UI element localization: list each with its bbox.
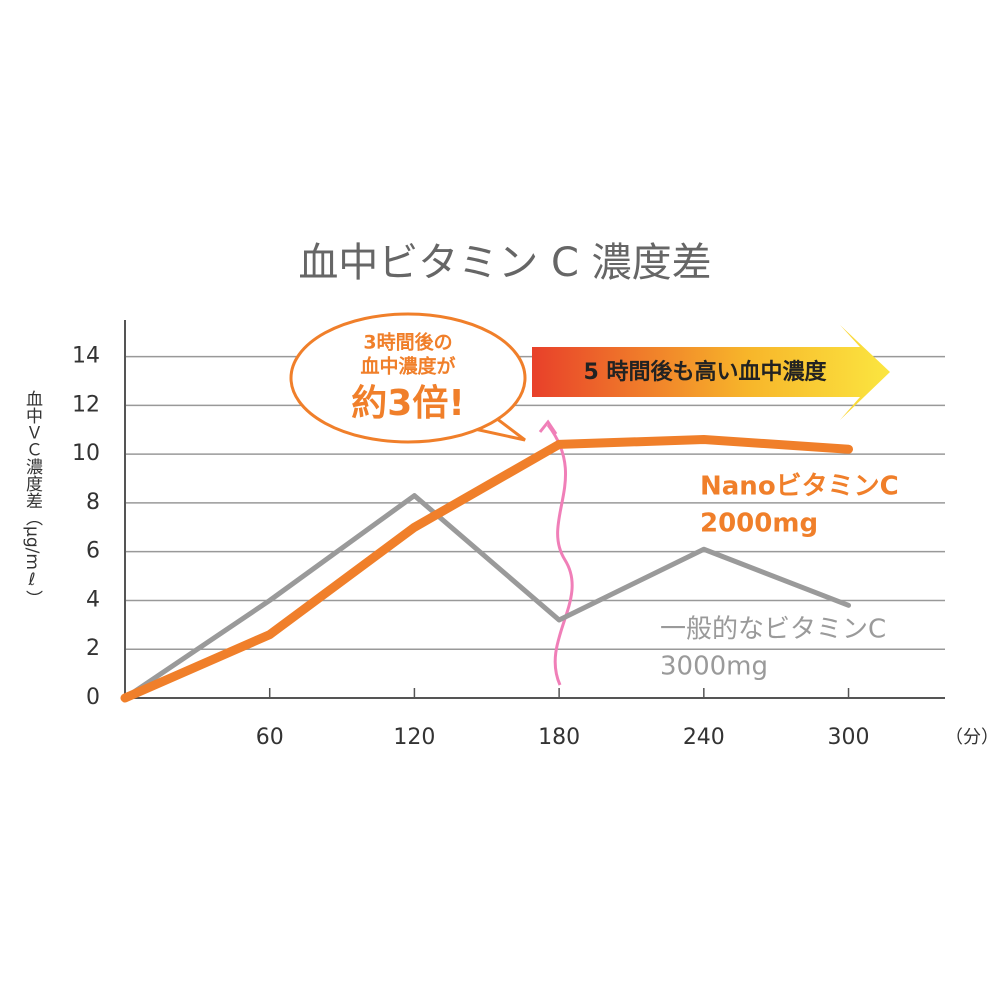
bubble-text: 3時間後の bbox=[363, 331, 452, 354]
bubble bbox=[289, 312, 527, 444]
y-tick-label: 8 bbox=[86, 490, 100, 515]
series-line bbox=[120, 434, 854, 703]
bubble-text: 血中濃度が bbox=[360, 355, 455, 378]
y-tick-label: 6 bbox=[86, 539, 100, 564]
y-tick-label: 14 bbox=[72, 344, 100, 369]
x-tick-label: 60 bbox=[256, 725, 284, 750]
x-tick-label: 120 bbox=[393, 725, 435, 750]
y-tick-label: 2 bbox=[86, 636, 100, 661]
bubble-text: 約3倍! bbox=[351, 383, 464, 424]
legend-label: NanoビタミンC bbox=[700, 472, 899, 502]
y-axis-label: 血中ＶＣ濃度差（μg/mℓ） bbox=[22, 390, 43, 607]
x-unit: （分） bbox=[945, 727, 999, 748]
y-tick-label: 4 bbox=[86, 587, 100, 612]
x-tick-label: 180 bbox=[538, 725, 580, 750]
legend-label: 3000mg bbox=[660, 652, 768, 682]
arrow bbox=[546, 424, 574, 686]
y-tick-label: 0 bbox=[86, 685, 100, 710]
legend-label: 2000mg bbox=[700, 509, 818, 539]
arrow-head bbox=[538, 419, 558, 435]
series-line bbox=[122, 493, 852, 701]
x-tick-label: 300 bbox=[828, 725, 870, 750]
banner-arrow bbox=[532, 325, 890, 420]
banner-text: 5 時間後も高い血中濃度 bbox=[584, 359, 828, 385]
legend-label: 一般的なビタミンC bbox=[660, 615, 886, 645]
y-tick-label: 10 bbox=[72, 441, 100, 466]
y-tick-label: 12 bbox=[72, 392, 100, 417]
x-tick-label: 240 bbox=[683, 725, 725, 750]
chart-title: 血中ビタミン C 濃度差 bbox=[298, 240, 711, 286]
